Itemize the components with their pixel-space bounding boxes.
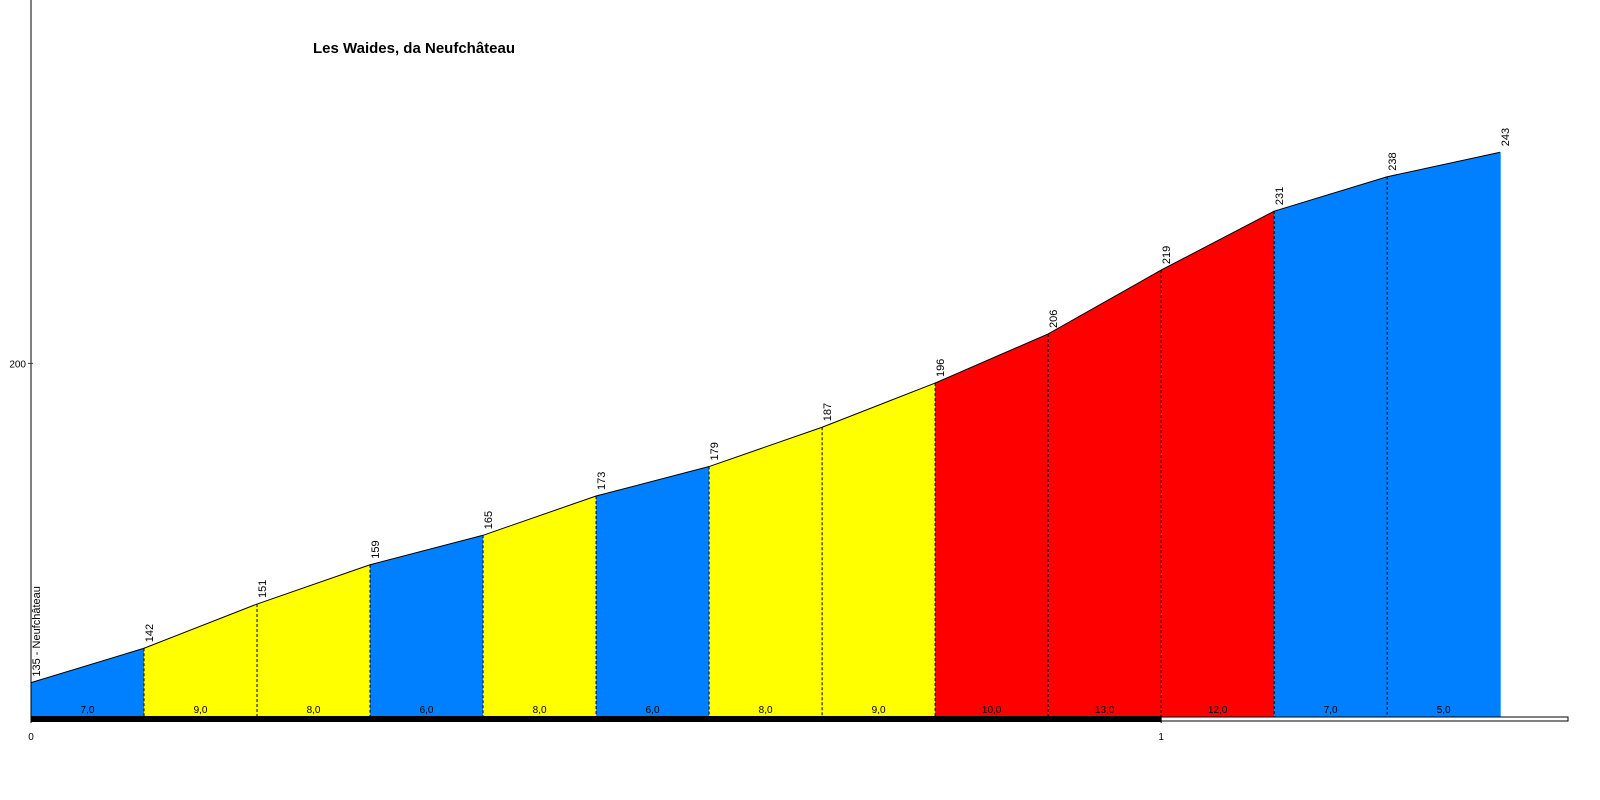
elevation-label: 196 [935,359,947,377]
y-tick-label: 200 [9,359,26,370]
elevation-label: 173 [596,472,608,490]
gradient-segment [822,383,936,717]
gradient-label: 9,0 [194,705,208,716]
elevation-label: 179 [709,442,721,460]
elevation-label: 159 [370,540,382,558]
gradient-segment [257,564,371,717]
gradient-label: 13,0 [1095,705,1115,716]
elevation-label: 243 [1500,128,1512,146]
elevation-label: 231 [1274,187,1286,205]
gradient-label: 10,0 [982,705,1002,716]
gradient-label: 5,0 [1437,705,1451,716]
gradient-label: 8,0 [759,705,773,716]
elevation-label: 165 [483,511,495,529]
elevation-label: 219 [1161,246,1173,264]
gradient-segment [370,535,484,717]
gradient-label: 6,0 [646,705,660,716]
gradient-segment [31,648,145,717]
gradient-segment [1161,211,1275,717]
gradient-label: 6,0 [420,705,434,716]
gradient-label: 8,0 [307,705,321,716]
gradient-segment [1274,176,1388,717]
gradient-segment [596,466,710,717]
elevation-label: 238 [1387,152,1399,170]
profile-line [30,151,1501,684]
elevation-label: 151 [257,580,269,598]
elevation-label: 187 [822,403,834,421]
scale-bar [31,716,1162,722]
gradient-segment [483,496,597,717]
elevation-label: 135 - Neufchâteau [31,586,43,677]
gradient-label: 12,0 [1208,705,1228,716]
x-tick-label: 0 [28,732,34,743]
elevation-label: 142 [144,624,156,642]
gradient-label: 7,0 [81,705,95,716]
x-tick-label: 1 [1158,732,1164,743]
gradient-segment [935,333,1049,717]
chart-title: Les Waides, da Neufchâteau [313,40,515,57]
gradient-segment [144,604,258,717]
gradient-segment [1387,152,1501,717]
gradient-segment [1048,270,1162,717]
gradient-label: 9,0 [872,705,886,716]
gradient-label: 7,0 [1324,705,1338,716]
gradient-label: 8,0 [533,705,547,716]
elevation-label: 206 [1048,310,1060,328]
gradient-segment [709,427,823,717]
